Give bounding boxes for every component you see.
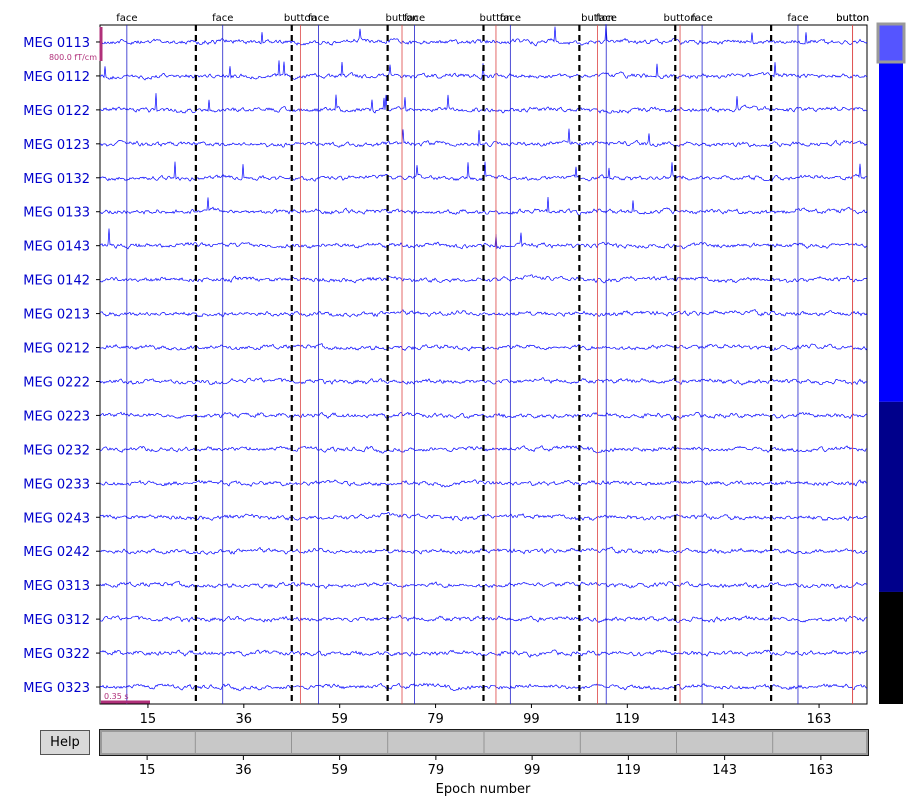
channel-label-meg-0313[interactable]: MEG 0313 — [23, 579, 90, 594]
event-label-face: face — [212, 13, 233, 24]
channel-scroll-thumb[interactable] — [876, 22, 906, 64]
x-tick-label: 15 — [140, 712, 157, 727]
event-label-button: button — [836, 13, 869, 24]
time-scale-label: 0.35 s — [104, 692, 129, 701]
channel-label-meg-0222[interactable]: MEG 0222 — [23, 375, 90, 390]
channel-label-meg-0233[interactable]: MEG 0233 — [23, 477, 90, 492]
event-label-face: face — [787, 13, 808, 24]
channel-label-meg-0113[interactable]: MEG 0113 — [23, 36, 90, 51]
channel-label-meg-0122[interactable]: MEG 0122 — [23, 104, 90, 119]
event-label-face: face — [308, 13, 329, 24]
event-label-face: face — [404, 13, 425, 24]
bottom-tick-label: 79 — [428, 763, 445, 778]
x-tick-label: 119 — [615, 712, 640, 727]
channel-label-meg-0133[interactable]: MEG 0133 — [23, 206, 90, 221]
x-tick-label: 143 — [711, 712, 736, 727]
channel-label-meg-0323[interactable]: MEG 0323 — [23, 681, 90, 696]
channel-label-meg-0243[interactable]: MEG 0243 — [23, 511, 90, 526]
channel-label-meg-0213[interactable]: MEG 0213 — [23, 308, 90, 323]
trace-meg-0322 — [99, 649, 868, 658]
trace-meg-0133 — [99, 196, 868, 216]
channel-label-meg-0123[interactable]: MEG 0123 — [23, 138, 90, 153]
event-label-button: button — [479, 13, 512, 24]
channel-label-meg-0212[interactable]: MEG 0212 — [23, 342, 90, 357]
bottom-tick-label: 99 — [524, 763, 541, 778]
event-label-face: face — [596, 13, 617, 24]
event-label-button: button — [664, 13, 697, 24]
event-label-face: face — [116, 13, 137, 24]
help-button[interactable]: Help — [40, 730, 90, 755]
event-label-face: face — [500, 13, 521, 24]
bottom-tick-label: 59 — [331, 763, 348, 778]
channel-label-meg-0143[interactable]: MEG 0143 — [23, 240, 90, 255]
channel-label-meg-0232[interactable]: MEG 0232 — [23, 443, 90, 458]
x-tick-label: 36 — [236, 712, 253, 727]
channel-label-meg-0312[interactable]: MEG 0312 — [23, 613, 90, 628]
channel-group-meg-mag[interactable] — [879, 401, 903, 592]
channel-label-meg-0322[interactable]: MEG 0322 — [23, 647, 90, 662]
event-label-face: face — [691, 13, 712, 24]
bottom-tick-label: 15 — [139, 763, 156, 778]
bottom-tick-label: 143 — [712, 763, 737, 778]
amplitude-scale-label: 800.0 fT/cm — [49, 53, 97, 62]
bottom-tick-label: 163 — [808, 763, 833, 778]
x-tick-label: 163 — [807, 712, 832, 727]
x-tick-label: 99 — [523, 712, 540, 727]
trace-meg-0123 — [99, 128, 868, 148]
x-tick-label: 59 — [331, 712, 348, 727]
event-label-button: button — [386, 13, 419, 24]
event-label-button: button — [836, 13, 869, 24]
trace-meg-0233 — [99, 479, 868, 488]
channel-group-meg-grad[interactable] — [879, 25, 903, 402]
x-axis-label: Epoch number — [436, 782, 531, 797]
event-label-button: button — [581, 13, 614, 24]
channel-label-meg-0223[interactable]: MEG 0223 — [23, 409, 90, 424]
event-label-button: button — [284, 13, 317, 24]
channel-label-meg-0112[interactable]: MEG 0112 — [23, 70, 90, 85]
channel-label-meg-0142[interactable]: MEG 0142 — [23, 274, 90, 289]
channel-group-other[interactable] — [879, 591, 903, 704]
bottom-tick-label: 36 — [235, 763, 252, 778]
channel-label-meg-0242[interactable]: MEG 0242 — [23, 545, 90, 560]
x-tick-label: 79 — [427, 712, 444, 727]
bottom-tick-label: 119 — [616, 763, 641, 778]
channel-label-meg-0132[interactable]: MEG 0132 — [23, 172, 90, 187]
trace-meg-0213 — [99, 308, 868, 318]
